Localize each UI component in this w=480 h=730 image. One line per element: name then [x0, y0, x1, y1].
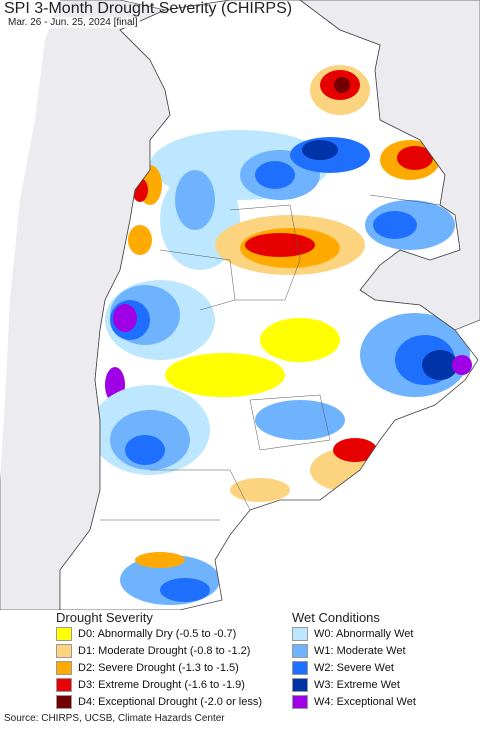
legend-swatch: [56, 678, 72, 692]
map-canvas: [0, 0, 480, 611]
legend-swatch: [292, 695, 308, 709]
country-borders: [59, 0, 479, 611]
legend-label: W0: Abnormally Wet: [314, 628, 414, 640]
legend-wet-heading: Wet Conditions: [292, 610, 380, 625]
legend-swatch: [56, 695, 72, 709]
legend-label: W1: Moderate Wet: [314, 645, 406, 657]
legend-item-d3: D3: Extreme Drought (-1.6 to -1.9): [56, 677, 245, 693]
legend-item-w4: W4: Exceptional Wet: [292, 694, 416, 710]
map-title: SPI 3-Month Drought Severity (CHIRPS): [4, 0, 293, 17]
legend-item-d0: D0: Abnormally Dry (-0.5 to -0.7): [56, 626, 236, 642]
legend-item-w0: W0: Abnormally Wet: [292, 626, 413, 642]
legend: Drought Severity Wet Conditions D0: Abno…: [0, 610, 480, 710]
legend-label: D2: Severe Drought (-1.3 to -1.5): [78, 662, 239, 674]
legend-swatch: [56, 644, 72, 658]
legend-swatch: [292, 627, 308, 641]
legend-item-w1: W1: Moderate Wet: [292, 643, 406, 659]
legend-item-w3: W3: Extreme Wet: [292, 677, 400, 693]
legend-label: D1: Moderate Drought (-0.8 to -1.2): [78, 645, 251, 657]
legend-item-w2: W2: Severe Wet: [292, 660, 394, 676]
legend-swatch: [56, 661, 72, 675]
legend-label: D3: Extreme Drought (-1.6 to -1.9): [78, 679, 245, 691]
legend-label: W3: Extreme Wet: [314, 679, 400, 691]
legend-drought-heading: Drought Severity: [56, 610, 153, 625]
legend-item-d2: D2: Severe Drought (-1.3 to -1.5): [56, 660, 239, 676]
legend-swatch: [292, 644, 308, 658]
drought-map: [0, 0, 480, 611]
atlantic-ocean: [215, 380, 480, 610]
legend-swatch: [292, 661, 308, 675]
legend-item-d4: D4: Exceptional Drought (-2.0 or less): [56, 694, 262, 710]
legend-label: D4: Exceptional Drought (-2.0 or less): [78, 696, 263, 708]
legend-label: W2: Severe Wet: [314, 662, 394, 674]
legend-item-d1: D1: Moderate Drought (-0.8 to -1.2): [56, 643, 250, 659]
province-borders: [100, 194, 441, 521]
map-subtitle: Mar. 26 - Jun. 25, 2024 [final]: [6, 17, 140, 28]
legend-swatch: [292, 678, 308, 692]
legend-label: D0: Abnormally Dry (-0.5 to -0.7): [78, 628, 237, 640]
pacific-ocean: [0, 0, 60, 480]
source-credit: Source: CHIRPS, UCSB, Climate Hazards Ce…: [4, 713, 225, 724]
legend-swatch: [56, 627, 72, 641]
legend-label: W4: Exceptional Wet: [314, 696, 416, 708]
